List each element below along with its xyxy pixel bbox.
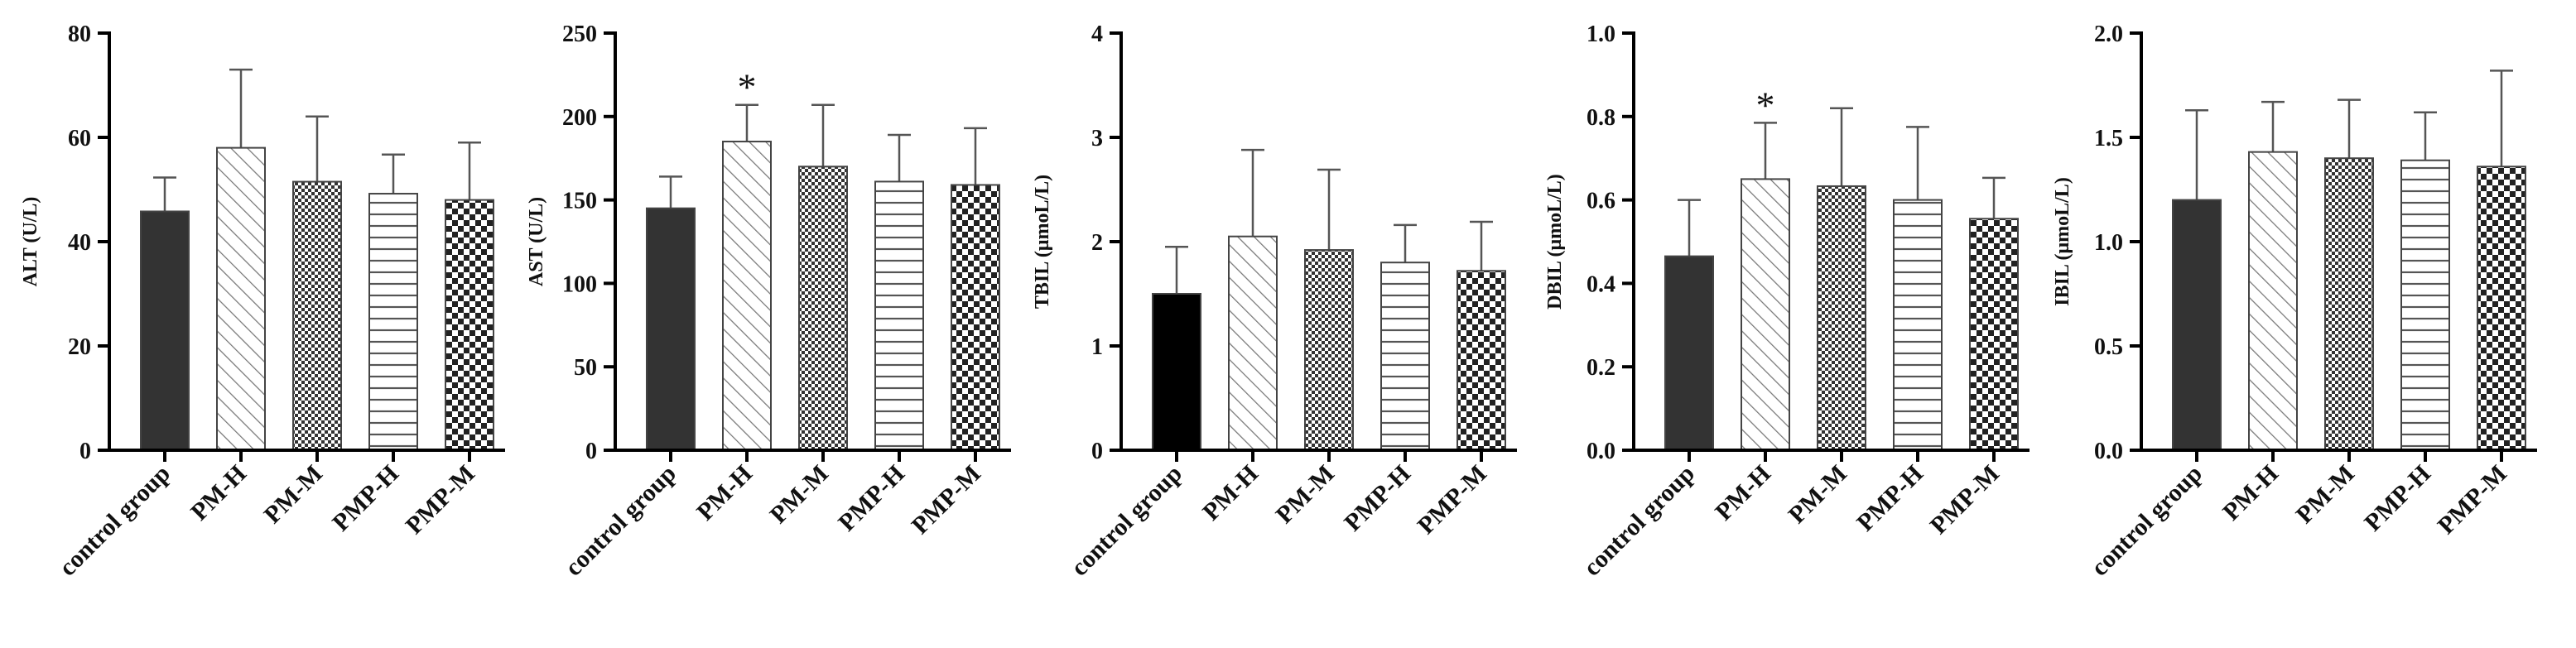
y-tick-label: 0.8 — [1587, 105, 1615, 131]
y-tick-label: 2 — [1091, 230, 1103, 256]
x-category-label: PM-H — [1197, 460, 1264, 526]
bar-pmp-m — [951, 184, 1000, 451]
bar-control-group — [2172, 199, 2222, 451]
bar-pmp-m — [445, 199, 494, 451]
y-tick-label: 3 — [1091, 126, 1103, 151]
bar-pm-m — [798, 166, 848, 451]
x-category-label: control group — [2086, 460, 2208, 582]
bar-control-group — [1664, 255, 1714, 452]
y-tick-label: 250 — [562, 22, 597, 47]
x-category-label: control group — [560, 460, 681, 582]
significance-mark: * — [1756, 84, 1775, 126]
y-axis-title: ALT (U/L) — [20, 197, 41, 287]
x-category-label: PM-H — [185, 460, 252, 526]
x-category-label: PM-H — [691, 460, 758, 526]
bar-pm-h — [2248, 151, 2298, 451]
x-category-label: PMP-H — [833, 460, 910, 537]
x-category-label: PM-H — [1710, 460, 1776, 526]
x-category-label: PMP-H — [2359, 460, 2436, 537]
y-axis-title: AST (U/L) — [526, 197, 547, 286]
y-axis-title: DBIL (μmoL/L) — [1544, 174, 1566, 310]
y-tick-label: 50 — [574, 355, 597, 381]
chart-panel-1: 0 20 40 60 80 control group PM-H PM-M PMP-HPMP-M… — [20, 22, 505, 582]
y-tick-label: 80 — [68, 22, 91, 47]
bar-pm-h — [722, 141, 772, 451]
y-tick-label: 200 — [562, 105, 597, 131]
y-tick-label: 0.6 — [1587, 189, 1615, 214]
x-category-label: PM-M — [259, 460, 328, 529]
x-category-label: PM-M — [1784, 460, 1852, 529]
y-tick-label: 150 — [562, 189, 597, 214]
bar-control-group — [140, 210, 190, 452]
y-tick-label: 0 — [585, 439, 597, 464]
y-tick-label: 60 — [68, 126, 91, 151]
y-tick-label: 0.2 — [1587, 355, 1615, 381]
x-category-label: PM-H — [2217, 460, 2284, 526]
chart-panel-4: * 0.0 0.2 0.4 0.6 0.8 1.0 control group PM-H PM-M… — [1544, 22, 2030, 582]
bar-pmp-h — [368, 193, 418, 451]
x-category-label: control group — [1578, 460, 1700, 582]
y-tick-label: 100 — [562, 271, 597, 297]
x-category-label: PMP-H — [1851, 460, 1928, 537]
x-category-label: PMP-M — [2433, 460, 2512, 540]
y-tick-label: 0.5 — [2094, 334, 2123, 360]
y-tick-label: 0.4 — [1587, 271, 1615, 297]
bar-pm-m — [1304, 249, 1354, 451]
y-tick-label: 1.0 — [2094, 230, 2123, 256]
bar-pmp-m — [1457, 270, 1506, 451]
x-category-label: control group — [54, 460, 176, 582]
x-category-label: PMP-H — [1339, 460, 1416, 537]
y-tick-label: 4 — [1091, 22, 1103, 47]
y-tick-label: 1.5 — [2094, 126, 2123, 151]
significance-mark: * — [738, 66, 757, 108]
bar-pm-m — [1817, 185, 1866, 452]
bar-pm-h — [1741, 178, 1790, 451]
y-axis-title: TBIL (μmoL/L) — [1032, 175, 1053, 309]
bar-pm-h — [216, 146, 266, 451]
x-category-label: PM-M — [1271, 460, 1340, 529]
y-tick-label: 0 — [1091, 439, 1103, 464]
x-category-label: PM-M — [765, 460, 834, 529]
x-category-label: PMP-M — [401, 460, 480, 540]
y-tick-label: 2.0 — [2094, 22, 2123, 47]
x-category-label: PMP-M — [907, 460, 986, 540]
x-category-label: control group — [1066, 460, 1187, 582]
bar-pmp-m — [2477, 166, 2526, 451]
bar-pm-m — [2324, 157, 2374, 451]
bar-pm-h — [1228, 235, 1278, 451]
x-category-label: PMP-M — [1413, 460, 1492, 540]
y-tick-label: 0.0 — [2094, 439, 2123, 464]
bar-control-group — [1152, 293, 1201, 451]
bar-pmp-m — [1969, 218, 2019, 451]
bar-pmp-h — [1380, 262, 1430, 452]
y-axis-title: IBIL (μmoL/L) — [2052, 177, 2073, 306]
y-tick-label: 20 — [68, 334, 91, 360]
bar-control-group — [646, 207, 696, 451]
bar-pm-m — [292, 180, 342, 452]
y-tick-label: 0 — [79, 439, 91, 464]
x-category-label: PMP-H — [327, 460, 404, 537]
bar-pmp-h — [1893, 199, 1943, 451]
y-tick-label: 1.0 — [1587, 22, 1615, 47]
bar-pmp-h — [2400, 159, 2450, 451]
x-category-label: PMP-M — [1925, 460, 2005, 540]
bar-pmp-h — [874, 180, 924, 451]
y-tick-label: 1 — [1091, 334, 1103, 360]
x-category-label: PM-M — [2291, 460, 2360, 529]
y-tick-label: 0.0 — [1587, 439, 1615, 464]
y-tick-label: 40 — [68, 230, 91, 256]
